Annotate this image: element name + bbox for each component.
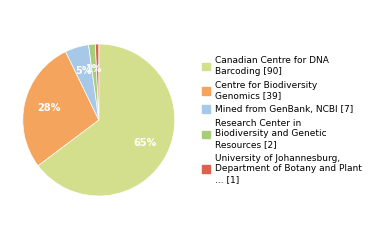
Wedge shape — [23, 52, 99, 166]
Text: 65%: 65% — [133, 138, 157, 148]
Wedge shape — [89, 44, 99, 120]
Legend: Canadian Centre for DNA
Barcoding [90], Centre for Biodiversity
Genomics [39], M: Canadian Centre for DNA Barcoding [90], … — [202, 56, 362, 184]
Wedge shape — [95, 44, 99, 120]
Text: 28%: 28% — [37, 103, 60, 113]
Wedge shape — [38, 44, 175, 196]
Text: 1%: 1% — [86, 64, 102, 73]
Text: 5%: 5% — [76, 66, 92, 76]
Wedge shape — [66, 45, 99, 120]
